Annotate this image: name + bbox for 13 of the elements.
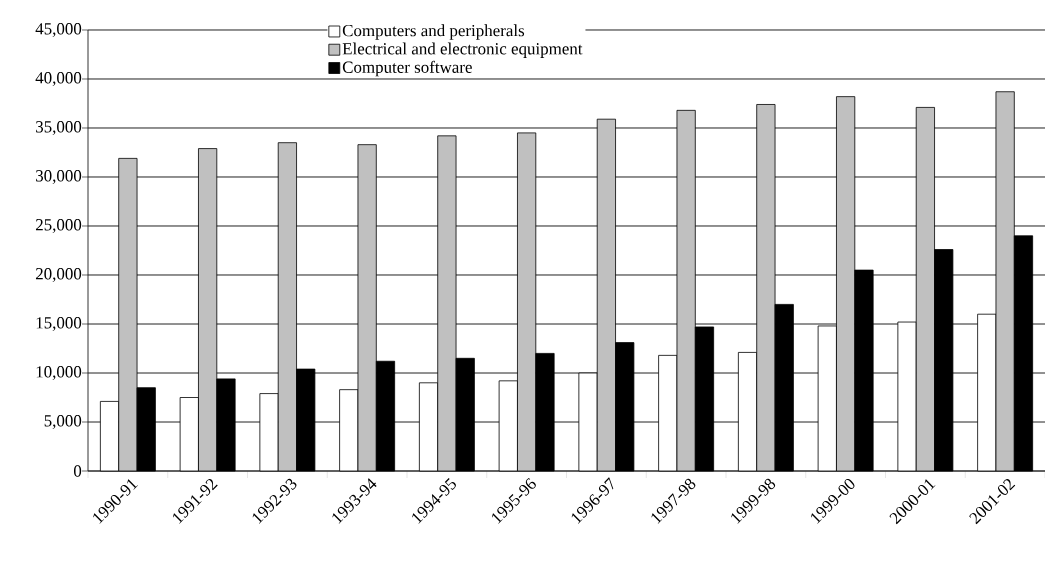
legend-label: Computer software: [342, 60, 472, 77]
y-tick-label: 0: [73, 465, 82, 477]
legend-label: Electrical and electronic equipment: [342, 42, 583, 58]
y-tick-label: 30,000: [36, 170, 82, 184]
y-tick-label: 40,000: [35, 72, 82, 86]
y-tick-label: 10,000: [36, 366, 82, 380]
y-tick-label: 20,000: [35, 268, 82, 282]
y-tick-label: 15,000: [36, 317, 82, 331]
y-tick-label: 25,000: [35, 219, 82, 233]
y-tick-label: 5,000: [44, 415, 82, 429]
legend-label: Computers and peripherals: [342, 24, 525, 40]
y-tick-label: 35,000: [36, 121, 82, 135]
y-tick-label: 45,000: [35, 23, 82, 37]
